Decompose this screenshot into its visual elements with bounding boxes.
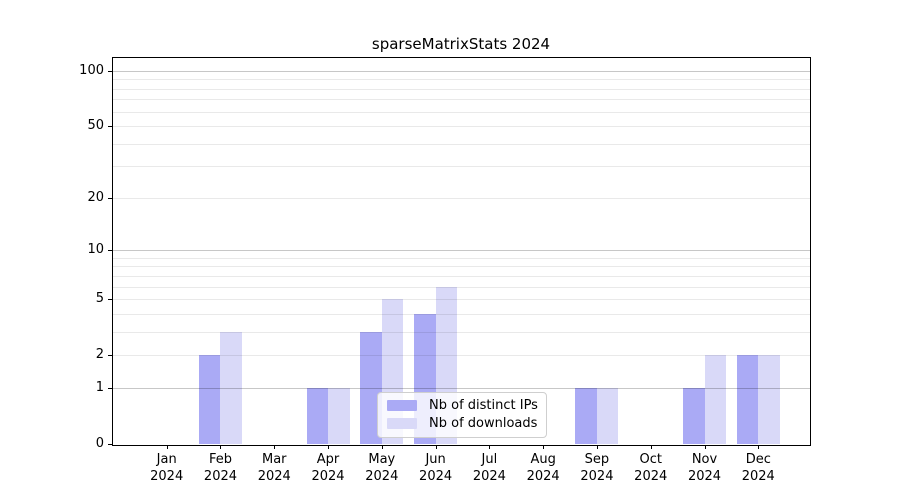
y-tick-mark: [108, 250, 112, 252]
y-gridline-minor: [112, 126, 810, 128]
x-tick-label: Mar 2024: [257, 452, 291, 484]
x-tick-mark: [489, 444, 491, 449]
legend-swatch-nb-of-distinct-ips: [387, 400, 417, 411]
y-gridline-minor: [112, 79, 810, 81]
y-gridline-minor: [112, 331, 810, 333]
y-gridline-minor: [112, 355, 810, 357]
x-tick-label: Jan 2024: [150, 452, 184, 484]
y-gridline-minor: [112, 275, 810, 277]
x-tick-label: Oct 2024: [634, 452, 668, 484]
legend: Nb of distinct IPs Nb of downloads: [377, 391, 547, 438]
x-tick-label: Feb 2024: [203, 452, 238, 484]
x-tick-mark: [543, 444, 545, 449]
y-gridline-minor: [112, 299, 810, 301]
y-tick-label: 10: [87, 242, 104, 258]
y-tick-mark: [108, 299, 112, 301]
y-gridline-minor: [112, 257, 810, 259]
y-tick-label: 2: [95, 347, 104, 363]
y-gridline-minor: [112, 99, 810, 101]
x-tick-label: Aug 2024: [526, 452, 560, 484]
legend-swatch-nb-of-downloads: [387, 418, 417, 429]
bar-nb-of-distinct-ips-sep: [575, 387, 597, 444]
y-tick-mark: [108, 355, 112, 357]
y-tick-label: 1: [95, 379, 104, 395]
plot-area: Nb of distinct IPs Nb of downloads: [111, 56, 811, 446]
x-tick-mark: [596, 444, 598, 449]
y-tick-label: 100: [79, 62, 104, 78]
x-tick-mark: [220, 444, 222, 449]
y-gridline-minor: [112, 88, 810, 90]
x-tick-label: Nov 2024: [687, 452, 722, 484]
x-tick-mark: [381, 444, 383, 449]
x-tick-mark: [435, 444, 437, 449]
x-tick-mark: [166, 444, 168, 449]
bar-nb-of-distinct-ips-apr: [306, 387, 329, 444]
y-gridline-minor: [112, 166, 810, 168]
y-tick-mark: [108, 197, 112, 199]
bar-nb-of-downloads-apr: [328, 387, 350, 444]
x-tick-label: Sep 2024: [580, 452, 614, 484]
y-tick-label: 50: [87, 118, 104, 134]
bar-nb-of-distinct-ips-feb: [198, 355, 221, 444]
y-tick-mark: [108, 70, 112, 72]
y-gridline-minor: [112, 286, 810, 288]
y-gridline-minor: [112, 313, 810, 315]
x-tick-label: Jun 2024: [419, 452, 453, 484]
x-tick-mark: [650, 444, 652, 449]
y-tick-mark: [108, 126, 112, 128]
y-gridline-minor: [112, 266, 810, 268]
x-tick-label: Dec 2024: [741, 452, 775, 484]
y-tick-mark: [108, 387, 112, 389]
y-gridline-minor: [112, 197, 810, 199]
x-tick-label: Apr 2024: [311, 452, 345, 484]
legend-entry: Nb of downloads: [387, 416, 546, 431]
y-tick-mark: [108, 444, 112, 445]
bar-nb-of-downloads-sep: [596, 387, 619, 444]
y-gridline-major: [112, 387, 810, 389]
x-tick-label: Jul 2024: [472, 452, 506, 484]
y-gridline-minor: [112, 111, 810, 113]
x-tick-mark: [274, 444, 276, 449]
bar-nb-of-downloads-nov: [704, 355, 726, 444]
x-tick-mark: [704, 444, 706, 449]
legend-label: Nb of distinct IPs: [429, 398, 538, 413]
x-tick-label: May 2024: [365, 452, 399, 484]
bar-nb-of-distinct-ips-may: [360, 331, 382, 444]
x-tick-mark: [758, 444, 760, 449]
y-tick-label: 0: [95, 436, 104, 451]
y-tick-label: 5: [95, 291, 104, 307]
y-tick-label: 20: [87, 189, 104, 205]
legend-entry: Nb of distinct IPs: [387, 398, 546, 413]
bar-nb-of-distinct-ips-dec: [736, 355, 759, 444]
bar-nb-of-downloads-feb: [220, 331, 242, 444]
bar-nb-of-distinct-ips-nov: [683, 387, 705, 444]
y-gridline-major: [112, 250, 810, 252]
bar-nb-of-downloads-dec: [758, 355, 780, 444]
x-tick-mark: [328, 444, 330, 449]
chart-title: sparseMatrixStats 2024: [371, 35, 551, 53]
gridlines-layer: [112, 58, 810, 445]
legend-label: Nb of downloads: [429, 416, 538, 431]
y-gridline-major: [112, 70, 810, 72]
y-gridline-minor: [112, 143, 810, 145]
